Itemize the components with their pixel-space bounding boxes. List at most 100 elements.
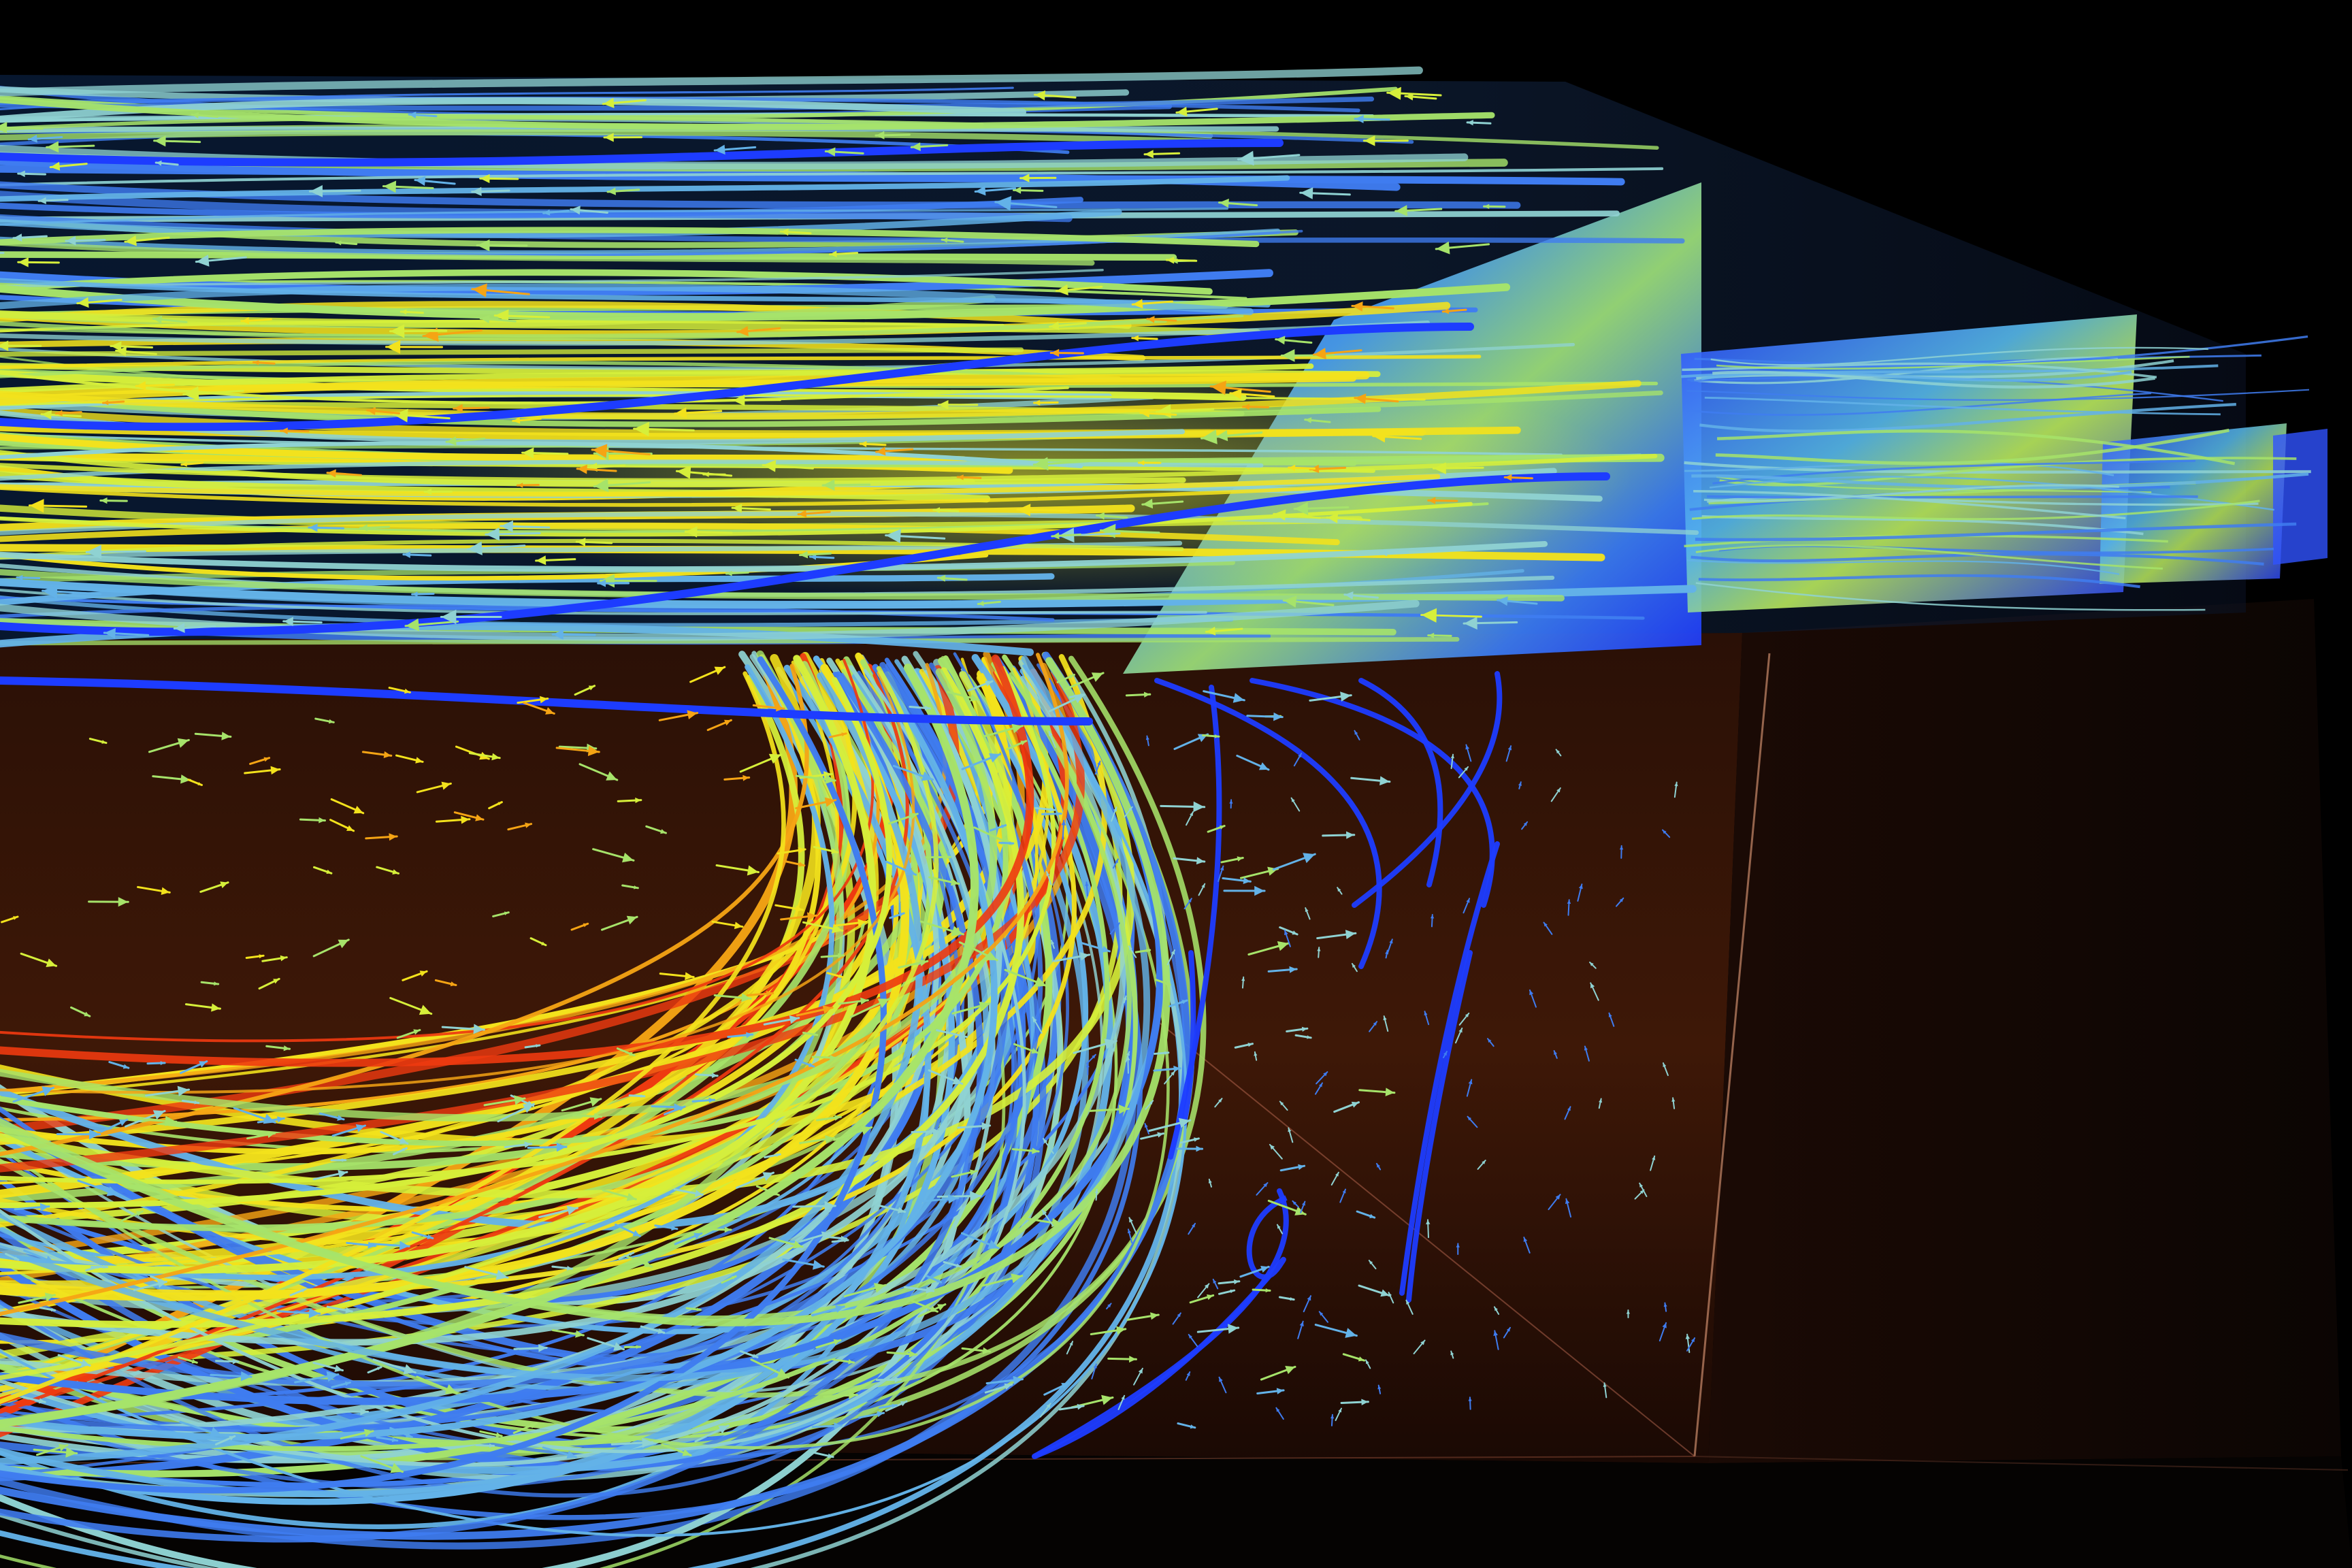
- velocity-arrow: [326, 469, 363, 478]
- streamline: [0, 347, 1024, 357]
- velocity-arrow: [704, 1226, 732, 1233]
- velocity-arrow: [1203, 690, 1245, 703]
- velocity-arrow: [1127, 1228, 1133, 1244]
- streamline-downstream: [1181, 950, 1196, 1126]
- vortex-streamline: [0, 664, 809, 1156]
- velocity-arrow: [732, 394, 781, 406]
- velocity-arrow: [824, 147, 864, 157]
- velocity-arrow: [811, 1422, 843, 1430]
- velocity-arrow: [943, 1260, 962, 1268]
- velocity-arrow: [1218, 1279, 1241, 1285]
- velocity-arrow: [1034, 90, 1077, 101]
- velocity-arrow: [1145, 1100, 1154, 1110]
- streamline-far: [1715, 428, 2230, 466]
- velocity-arrow: [1368, 1260, 1377, 1270]
- velocity-arrow: [1454, 1027, 1463, 1044]
- velocity-arrow: [898, 959, 929, 969]
- velocity-arrow: [359, 524, 391, 532]
- velocity-arrow: [1518, 781, 1522, 789]
- velocity-arrow: [1284, 930, 1291, 947]
- velocity-arrow: [1608, 1012, 1615, 1027]
- velocity-arrow: [1179, 1137, 1200, 1144]
- velocity-arrow: [826, 972, 844, 979]
- velocity-arrow: [252, 360, 276, 365]
- velocity-arrow: [1314, 1324, 1358, 1338]
- velocity-arrow: [360, 1455, 404, 1473]
- streamline: [0, 478, 1465, 507]
- velocity-arrow: [265, 1045, 291, 1051]
- velocity-arrow: [813, 845, 839, 854]
- vortex-streamline: [0, 654, 1034, 1067]
- velocity-arrow: [1337, 887, 1343, 895]
- velocity-arrow: [1051, 939, 1055, 949]
- velocity-arrow: [1589, 962, 1597, 969]
- cut-plane-4: [2273, 429, 2328, 565]
- velocity-arrow: [811, 1054, 837, 1061]
- velocity-arrow: [1212, 1278, 1219, 1290]
- velocity-arrow: [1094, 760, 1101, 775]
- velocity-arrow: [516, 483, 540, 488]
- velocity-arrow: [1466, 1079, 1473, 1097]
- velocity-arrow: [173, 623, 216, 633]
- velocity-arrow: [39, 1307, 56, 1312]
- velocity-arrow: [1091, 1363, 1097, 1379]
- velocity-arrow: [416, 1375, 458, 1394]
- velocity-arrow: [1369, 1021, 1378, 1032]
- velocity-arrow: [1019, 174, 1057, 182]
- velocity-arrow: [1128, 945, 1137, 958]
- velocity-arrow: [702, 472, 726, 477]
- velocity-arrow: [572, 1113, 603, 1120]
- velocity-arrow: [977, 600, 1001, 606]
- velocity-arrow: [725, 570, 749, 576]
- velocity-arrow: [1043, 1138, 1054, 1154]
- velocity-arrow: [1377, 1384, 1382, 1394]
- velocity-arrow: [329, 819, 355, 832]
- velocity-arrow: [654, 1224, 679, 1231]
- velocity-arrow: [1497, 596, 1538, 606]
- velocity-arrow: [849, 998, 891, 1018]
- streamline-far: [1684, 461, 2311, 474]
- velocity-arrow: [1022, 1217, 1063, 1228]
- velocity-arrow: [115, 346, 157, 357]
- velocity-arrow: [524, 1044, 541, 1049]
- velocity-arrow: [370, 1241, 410, 1251]
- velocity-arrow: [715, 864, 760, 876]
- velocity-arrow: [739, 753, 783, 773]
- velocity-arrow: [1128, 1217, 1137, 1235]
- velocity-arrow: [1013, 186, 1044, 194]
- streamline: [0, 380, 1642, 420]
- velocity-arrow: [1126, 1312, 1160, 1321]
- velocity-arrow: [1041, 1209, 1054, 1227]
- velocity-arrow: [479, 174, 519, 184]
- velocity-arrow: [389, 996, 433, 1015]
- velocity-arrow: [471, 186, 510, 196]
- velocity-arrow: [485, 527, 541, 541]
- velocity-arrow: [1326, 512, 1371, 523]
- velocity-arrow: [1659, 1322, 1667, 1342]
- velocity-arrow: [1175, 106, 1218, 117]
- velocity-arrow: [1267, 966, 1298, 973]
- velocity-arrow: [313, 866, 333, 875]
- velocity-arrow: [820, 953, 845, 959]
- velocity-arrow: [1085, 881, 1089, 897]
- velocity-arrow: [389, 1426, 413, 1439]
- streamline-downstream: [1399, 841, 1500, 1296]
- velocity-arrow: [314, 717, 335, 724]
- velocity-arrow: [1372, 431, 1422, 443]
- velocity-arrow: [1543, 921, 1553, 935]
- velocity-arrow: [1096, 512, 1128, 520]
- velocity-arrow: [1435, 241, 1490, 255]
- velocity-arrow: [1275, 1407, 1284, 1420]
- velocity-arrow: [1299, 187, 1351, 199]
- vortex-streamline: [0, 656, 887, 1494]
- velocity-arrow: [46, 141, 95, 153]
- velocity-arrow: [88, 738, 108, 745]
- velocity-arrow: [335, 240, 358, 246]
- velocity-arrow: [597, 579, 630, 587]
- velocity-arrow: [395, 754, 424, 764]
- velocity-arrow: [911, 1128, 941, 1135]
- velocity-arrow: [1432, 462, 1484, 474]
- velocity-arrow: [1388, 1292, 1394, 1304]
- velocity-arrow: [1565, 1198, 1572, 1218]
- vortex-streamline: [0, 657, 1171, 1326]
